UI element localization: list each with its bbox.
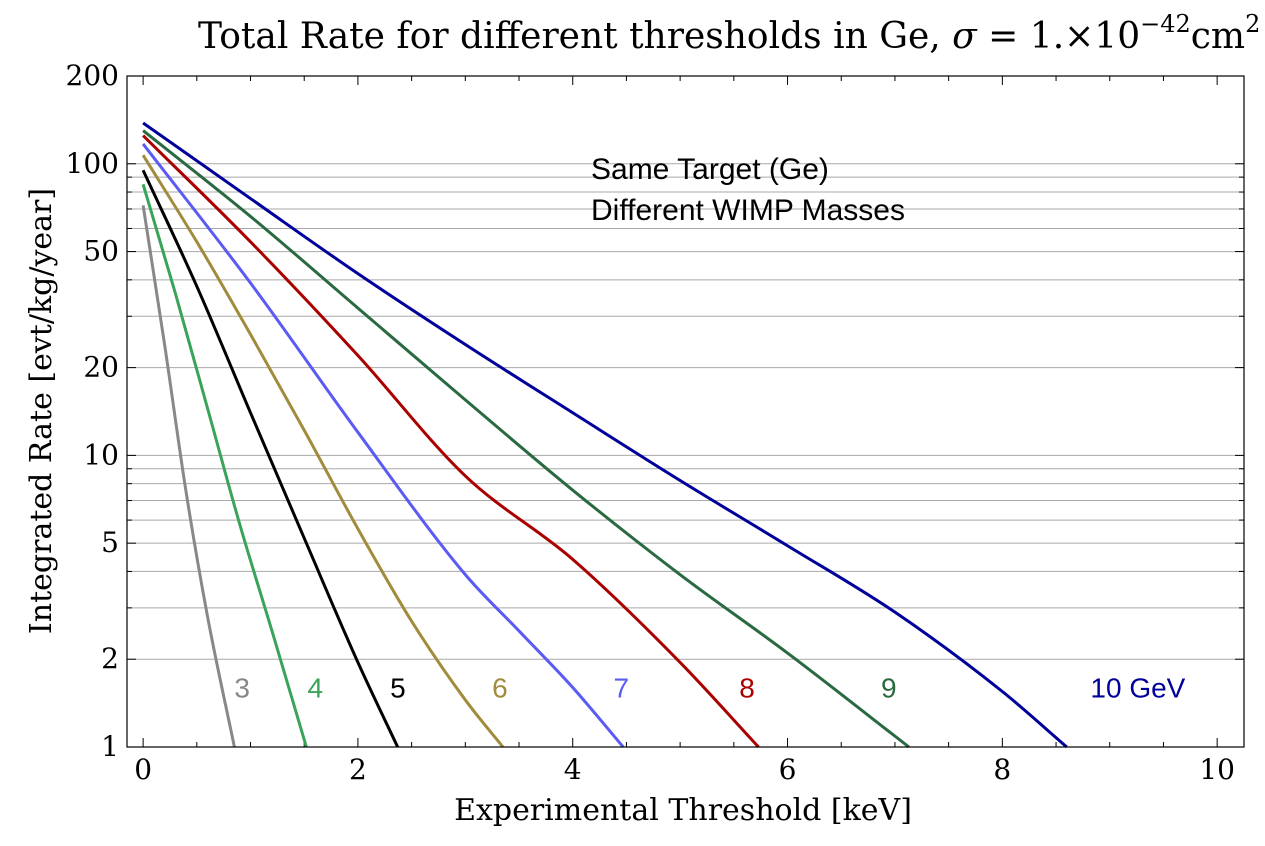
y-axis-title: Integrated Rate [evt/kg/year] [24, 188, 59, 634]
series-label-9: 9 [881, 672, 897, 703]
chart-title-prefix: Total Rate for different thresholds in G… [198, 16, 952, 57]
chart-title-exponent: −42 [1140, 10, 1191, 38]
y-tick-label: 10 [83, 438, 119, 471]
plot-frame [126, 75, 1245, 748]
x-tick-label: 0 [134, 753, 152, 786]
series-label-5: 5 [390, 672, 406, 703]
y-tick-label: 5 [101, 526, 119, 559]
series-label-4: 4 [307, 672, 323, 703]
axis-ticks [127, 75, 1244, 748]
series-label-10-gev: 10 GeV [1090, 672, 1185, 703]
chart-title: Total Rate for different thresholds in G… [198, 10, 1260, 57]
x-tick-label: 4 [564, 753, 582, 786]
x-tick-label: 10 [1199, 753, 1235, 786]
series-curves [141, 121, 1068, 749]
series-label-6: 6 [492, 672, 508, 703]
series-line-8 [142, 134, 760, 749]
y-tick-label: 100 [66, 147, 119, 180]
series-line-10-gev [142, 121, 1068, 749]
series-label-3: 3 [234, 672, 250, 703]
annotation-masses: Different WIMP Masses [591, 194, 905, 227]
series-labels: 3 4 5 6 7 8 9 10 GeV [234, 672, 1185, 703]
y-tick-label: 1 [101, 730, 119, 763]
grid [127, 75, 1244, 660]
chart-title-unit-exponent: 2 [1245, 10, 1260, 38]
chart-title-sigma: σ [952, 16, 978, 57]
x-tick-label: 2 [349, 753, 367, 786]
chart-title-equals: = 1.×10 [977, 16, 1140, 57]
y-tick-label: 50 [83, 235, 119, 268]
series-line-7 [141, 142, 625, 748]
series-line-9 [142, 129, 910, 749]
y-tick-label: 20 [83, 351, 119, 384]
series-line-3 [141, 205, 236, 748]
series-label-7: 7 [614, 672, 630, 703]
series-line-6 [141, 154, 505, 748]
series-label-8: 8 [739, 672, 755, 703]
annotation-target: Same Target (Ge) [591, 153, 829, 186]
y-tick-label: 2 [101, 642, 119, 675]
x-tick-label: 8 [993, 753, 1011, 786]
y-tick-label: 200 [66, 59, 119, 92]
series-line-5 [141, 169, 400, 748]
series-line-4 [141, 183, 308, 748]
x-tick-label: 6 [779, 753, 797, 786]
chart-title-unit: cm [1191, 16, 1245, 57]
x-axis-title: Experimental Threshold [keV] [454, 793, 912, 828]
